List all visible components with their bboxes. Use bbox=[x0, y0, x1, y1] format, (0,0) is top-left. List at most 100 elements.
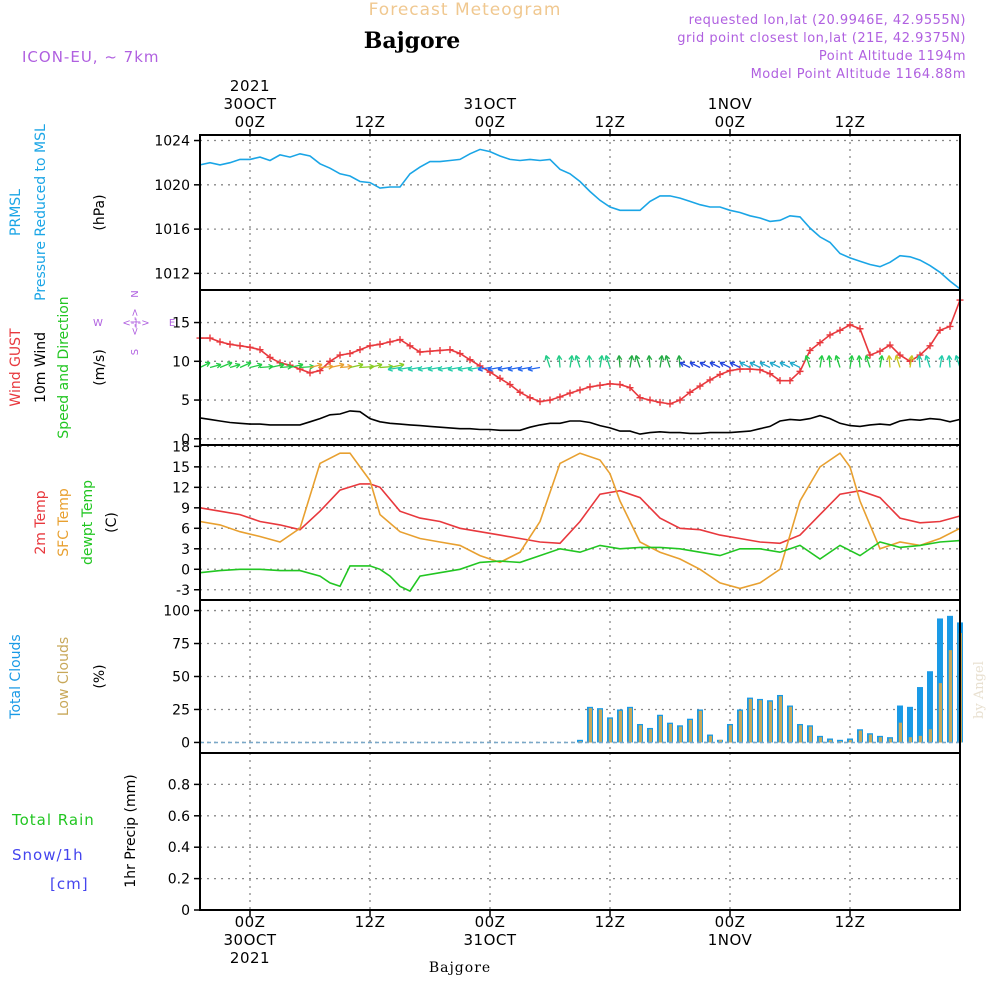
low_clouds-bar bbox=[819, 737, 822, 742]
low_clouds-bar bbox=[899, 723, 902, 743]
gust-marker bbox=[377, 341, 384, 348]
gust-marker bbox=[247, 344, 254, 351]
low_clouds-bar bbox=[919, 736, 922, 743]
y-tick-label: -3 bbox=[176, 583, 190, 599]
gust-marker bbox=[207, 335, 214, 342]
gust-marker bbox=[347, 350, 354, 357]
y-tick-label: 18 bbox=[172, 439, 190, 455]
y-axis-label: dewpt Temp bbox=[80, 480, 96, 565]
x-top-label: 2021 bbox=[230, 77, 270, 95]
panel-pressure: 1012 1016 1020 1024 PRMSL Pressure Reduced to… bbox=[8, 77, 960, 301]
gust-marker bbox=[607, 380, 614, 387]
x-bottom-label: 30OCT bbox=[223, 931, 276, 949]
model-altitude: Model Point Altitude 1164.88m bbox=[751, 67, 966, 82]
low_clouds-bar bbox=[709, 736, 712, 743]
low_clouds-bar bbox=[729, 725, 732, 742]
low_clouds-bar bbox=[619, 711, 622, 743]
y-tick-label: 1012 bbox=[154, 266, 190, 282]
compass-east: E bbox=[169, 318, 175, 329]
y-tick-label: 100 bbox=[163, 604, 190, 620]
low_clouds-bar bbox=[759, 700, 762, 742]
x-bottom-label: 2021 bbox=[230, 949, 270, 967]
low_clouds-bar bbox=[599, 709, 602, 742]
low_clouds-bar bbox=[859, 731, 862, 743]
y-tick-label: 25 bbox=[172, 702, 190, 718]
gust-marker bbox=[437, 347, 444, 354]
low_clouds-bar bbox=[609, 719, 612, 743]
y-tick-label: 3 bbox=[181, 542, 190, 558]
x-top-label: 1NOV bbox=[708, 95, 753, 113]
y-tick-label: 12 bbox=[172, 480, 190, 496]
pressure-line bbox=[200, 149, 960, 289]
gust-marker bbox=[387, 338, 394, 345]
temp2m-line bbox=[200, 484, 960, 543]
x-top-label: 12Z bbox=[835, 113, 866, 131]
gust-marker bbox=[447, 346, 454, 353]
gust-marker bbox=[947, 323, 954, 330]
y-tick-label: 6 bbox=[181, 521, 190, 537]
low_clouds-bar bbox=[749, 699, 752, 743]
point-altitude: Point Altitude 1194m bbox=[819, 49, 966, 64]
gust-marker bbox=[307, 369, 314, 376]
low_clouds-bar bbox=[639, 725, 642, 742]
requested-coords: requested lon,lat (20.9946E, 42.9555N) bbox=[689, 13, 966, 28]
y-tick-label: 0 bbox=[181, 735, 190, 751]
gust-marker bbox=[227, 341, 234, 348]
x-top-label: 00Z bbox=[235, 113, 266, 131]
units-label: (%) bbox=[92, 664, 108, 688]
y-axis-label: 10m Wind bbox=[33, 332, 49, 403]
panel-frame bbox=[200, 753, 960, 910]
y-tick-label: 1020 bbox=[154, 178, 190, 194]
compass-north: N bbox=[130, 290, 141, 297]
low_clouds-bar bbox=[929, 729, 932, 742]
legend-total-rain: Total Rain bbox=[11, 811, 95, 829]
low_clouds-bar bbox=[589, 708, 592, 742]
gust-marker bbox=[857, 325, 864, 332]
y-tick-label: 9 bbox=[181, 501, 190, 517]
credit-watermark: by Angel bbox=[972, 661, 987, 719]
y-axis-label: PRMSL bbox=[8, 189, 24, 236]
chart-title: Forecast Meteogram bbox=[369, 0, 562, 20]
y-tick-label: 75 bbox=[172, 637, 190, 653]
gust-marker bbox=[717, 371, 724, 378]
low_clouds-bar bbox=[799, 725, 802, 742]
gust-marker bbox=[577, 386, 584, 393]
panel-wind: 051015Wind GUST 10m Wind Speed and Directi… bbox=[8, 290, 964, 448]
x-top-label: 12Z bbox=[595, 113, 626, 131]
total_clouds-bar bbox=[907, 707, 913, 743]
gust-marker bbox=[727, 367, 734, 374]
y-tick-label: 10 bbox=[172, 354, 190, 370]
x-top-label: 30OCT bbox=[223, 95, 276, 113]
legend-snow: Snow/1h bbox=[12, 846, 84, 864]
panel-precip: 00.20.40.60.8Total RainSnow/1h[cm] 1hr Pr… bbox=[11, 753, 960, 967]
y-axis-label: 2m Temp bbox=[33, 490, 49, 554]
location-title: Bajgore bbox=[364, 28, 460, 54]
gust-marker bbox=[567, 390, 574, 397]
x-bottom-label: 1NOV bbox=[708, 931, 753, 949]
gust-marker bbox=[357, 346, 364, 353]
gust-marker bbox=[527, 394, 534, 401]
low_clouds-bar bbox=[699, 711, 702, 743]
y-tick-label: 0 bbox=[181, 903, 190, 919]
low_clouds-bar bbox=[789, 707, 792, 743]
gust-marker bbox=[367, 342, 374, 349]
gust-marker bbox=[427, 348, 434, 355]
y-tick-label: 5 bbox=[181, 393, 190, 409]
low_clouds-bar bbox=[739, 711, 742, 743]
low_clouds-bar bbox=[939, 683, 942, 742]
low_clouds-bar bbox=[649, 729, 652, 742]
panel-temperature: -303691215182m Temp SFC Temp dewpt Temp (C) bbox=[33, 439, 960, 600]
low_clouds-bar bbox=[949, 650, 952, 742]
low_clouds-bar bbox=[779, 696, 782, 742]
gust-marker bbox=[597, 382, 604, 389]
low_clouds-bar bbox=[689, 720, 692, 742]
meteogram: Forecast Meteogram Bajgore ICON-EU, ~ 7k… bbox=[0, 0, 1000, 1000]
model-label: ICON-EU, ~ 7km bbox=[22, 48, 160, 66]
compass-west: W bbox=[93, 318, 103, 329]
total_clouds-bar bbox=[917, 687, 923, 742]
low_clouds-bar bbox=[879, 737, 882, 742]
units-label: (hPa) bbox=[92, 194, 108, 230]
gust-marker bbox=[647, 397, 654, 404]
legend-snow-unit: [cm] bbox=[50, 875, 89, 893]
wind10m-line bbox=[200, 411, 960, 434]
